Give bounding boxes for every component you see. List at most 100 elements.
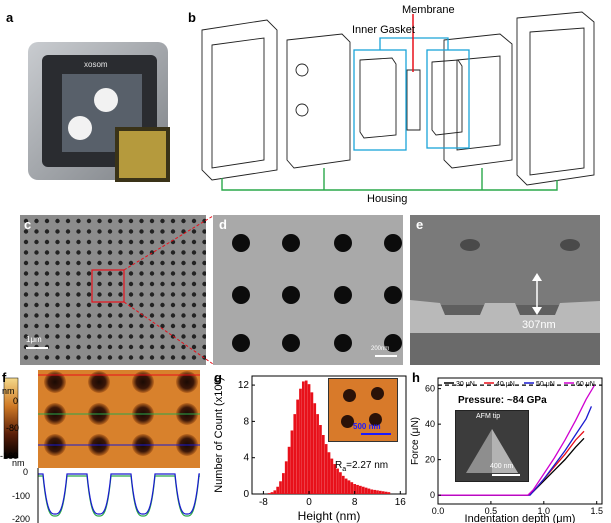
hole [191, 218, 197, 224]
hole [170, 260, 176, 266]
inset-scale-text-g: 500 nm [353, 422, 381, 431]
hole [107, 302, 113, 308]
hole [139, 250, 144, 255]
hole [97, 313, 102, 318]
hole [282, 234, 300, 252]
hole [149, 271, 155, 276]
sem-hole-array [23, 218, 206, 360]
hole [149, 355, 155, 360]
hole [107, 344, 113, 350]
hole [55, 281, 60, 287]
histogram-bar [290, 430, 294, 494]
hole [118, 344, 123, 350]
hole [170, 239, 176, 245]
hole [128, 250, 134, 255]
histogram-bar [373, 489, 376, 494]
hole [107, 281, 113, 287]
hole [149, 334, 155, 339]
histogram-bar [287, 446, 291, 494]
hole [86, 334, 92, 339]
hole [86, 313, 92, 318]
hole [202, 323, 206, 329]
hole [97, 239, 102, 245]
hole [55, 229, 60, 234]
histogram-bar [327, 452, 331, 494]
hole [191, 281, 197, 287]
hole [118, 292, 123, 297]
histogram-bar [293, 414, 297, 494]
hole [191, 344, 197, 350]
afm-hole [132, 371, 154, 393]
hole [97, 229, 102, 234]
hole [191, 271, 197, 276]
x-tick-label: 0.0 [432, 506, 445, 516]
hole [170, 292, 176, 297]
histogram-bar [282, 473, 285, 494]
hole [160, 313, 165, 318]
hole [55, 239, 60, 245]
hole [34, 323, 39, 329]
hole [160, 292, 165, 297]
histogram-bar [353, 484, 357, 494]
x-tick-label: 8 [352, 497, 358, 508]
hole [139, 344, 144, 350]
hole [34, 218, 39, 224]
hole [181, 334, 186, 339]
hole [23, 260, 29, 266]
hole [107, 218, 113, 224]
hole [76, 334, 81, 339]
hole [128, 260, 134, 266]
panel-label-g: g [214, 370, 222, 385]
hole [149, 218, 155, 224]
x-tick-label: -8 [259, 497, 268, 508]
histogram-bar [350, 482, 354, 494]
histogram-bar [359, 485, 362, 494]
hole [44, 281, 50, 287]
hole [181, 355, 186, 360]
profile-tick-2: -200 [12, 514, 31, 523]
hole [76, 239, 81, 245]
y-tick-label: 0 [243, 489, 249, 500]
hole [160, 302, 165, 308]
profile-curve-blue [38, 473, 200, 515]
hole [118, 302, 123, 308]
hole [139, 334, 144, 339]
hole [44, 250, 50, 255]
hole [139, 302, 144, 308]
hole [170, 281, 176, 287]
hole [181, 229, 186, 234]
hole [118, 281, 123, 287]
hole [23, 355, 29, 360]
hole [128, 302, 134, 308]
histogram-bar [333, 464, 337, 494]
hole [107, 292, 113, 297]
hole [44, 239, 50, 245]
afm-tip-shape [466, 429, 518, 473]
scale-bar-c [26, 347, 48, 349]
panel-f: f nm 0 -80 -160 nm 0 -100 -200 [0, 370, 200, 523]
profile-tick-1: -100 [12, 491, 31, 501]
hole [282, 334, 300, 352]
hole [170, 344, 176, 350]
hole [65, 229, 71, 234]
panel-label-a: a [6, 10, 14, 25]
hole [34, 281, 39, 287]
hole [202, 260, 206, 266]
panel-e: e 307nm [410, 215, 600, 365]
hole [181, 250, 186, 255]
panel-b: b Inner Gasket Membrane Housing [182, 0, 611, 210]
hole [139, 260, 144, 266]
afm-hole [88, 371, 110, 393]
chip-brand-text: xosom [84, 60, 108, 69]
x-axis-label: Height (nm) [298, 509, 361, 523]
hole [34, 302, 39, 308]
y-tick-label: 12 [238, 380, 250, 391]
hole [160, 271, 165, 276]
hole [139, 313, 144, 318]
hole [86, 355, 92, 360]
hole [86, 292, 92, 297]
hole [44, 271, 50, 276]
hole [282, 286, 300, 304]
ra-value: =2.27 nm [346, 460, 389, 471]
legend-label: 60 μN [576, 381, 595, 388]
